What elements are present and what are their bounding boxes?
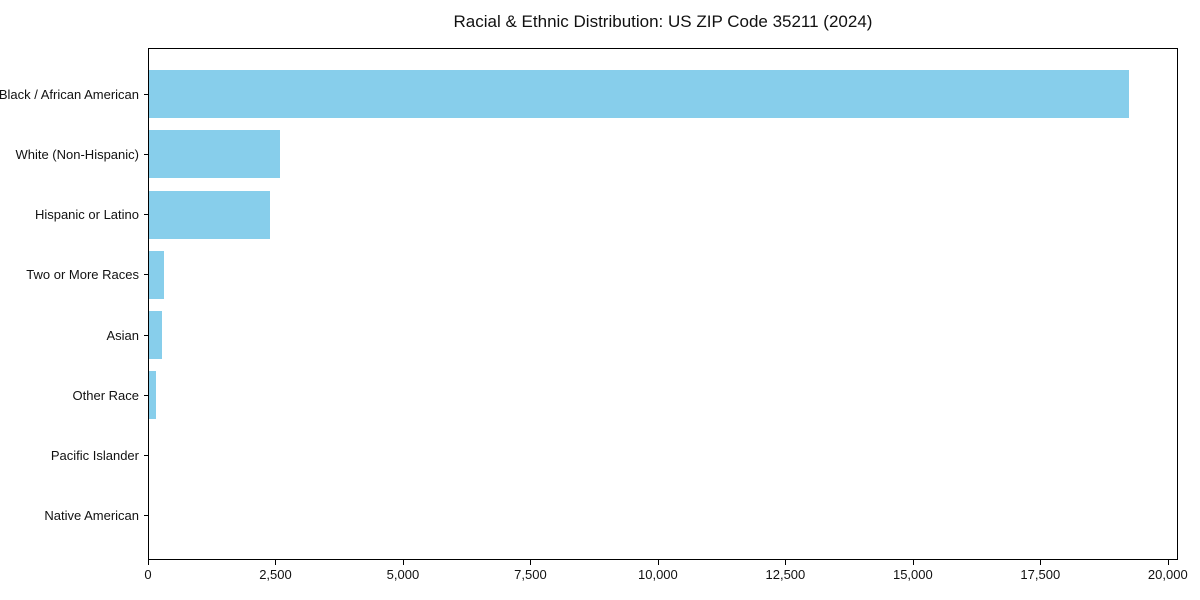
x-tick-mark: [657, 560, 659, 565]
x-tick-mark: [1167, 560, 1169, 565]
x-tick-mark: [912, 560, 914, 565]
x-tick-label: 0: [144, 567, 152, 582]
bar: [148, 250, 165, 299]
x-tick-mark: [785, 560, 787, 565]
y-tick-mark: [144, 515, 148, 517]
y-tick-mark: [144, 394, 148, 396]
bars-container: Black / African American White (Non-Hispa…: [0, 48, 1178, 560]
x-tick-label: 12,500: [765, 567, 806, 582]
bar: [148, 130, 281, 179]
category-label: Hispanic or Latino: [34, 207, 139, 223]
x-tick-label: 17,500: [1020, 567, 1061, 582]
y-tick-mark: [144, 334, 148, 336]
bar-row: Other Race: [0, 365, 1178, 425]
y-tick-mark: [144, 274, 148, 276]
bar: [148, 190, 271, 239]
category-label-cell: White (Non-Hispanic): [0, 147, 148, 162]
category-label-cell: Asian: [0, 328, 148, 343]
bar: [148, 371, 156, 420]
x-tick-label: 15,000: [892, 567, 933, 582]
y-tick-mark: [144, 93, 148, 95]
x-tick-mark: [148, 560, 149, 565]
bar: [148, 311, 163, 360]
category-label-cell: Black / African American: [0, 87, 148, 102]
category-label-cell: Two or More Races: [0, 267, 148, 282]
bar-cell: [148, 305, 1178, 365]
category-label: Asian: [106, 327, 139, 343]
x-tick-mark: [275, 560, 277, 565]
bar-cell: [148, 365, 1178, 425]
bar-row: Black / African American: [0, 64, 1178, 124]
category-label-cell: Pacific Islander: [0, 448, 148, 463]
bar-cell: [148, 426, 1178, 486]
category-label: Black / African American: [0, 86, 139, 102]
bar-cell: [148, 124, 1178, 184]
bar-cell: [148, 486, 1178, 546]
bar-cell: [148, 64, 1178, 124]
bar-row: Pacific Islander: [0, 426, 1178, 486]
bar-cell: [148, 185, 1178, 245]
x-tick-label: 2,500: [259, 567, 292, 582]
x-tick-mark: [530, 560, 532, 565]
x-tick-label: 7,500: [514, 567, 547, 582]
bar-row: Native American: [0, 486, 1178, 546]
y-tick-mark: [144, 455, 148, 457]
chart-title: Racial & Ethnic Distribution: US ZIP Cod…: [453, 12, 873, 31]
y-tick-mark: [144, 153, 148, 155]
x-tick-label: 10,000: [638, 567, 678, 582]
bar-row: White (Non-Hispanic): [0, 124, 1178, 184]
category-label: Pacific Islander: [50, 448, 139, 464]
category-label: White (Non-Hispanic): [15, 146, 139, 162]
bar: [148, 70, 1129, 119]
bar-row: Two or More Races: [0, 245, 1178, 305]
category-label-cell: Other Race: [0, 388, 148, 403]
y-tick-mark: [144, 214, 148, 216]
category-label-cell: Hispanic or Latino: [0, 207, 148, 222]
category-label: Other Race: [72, 387, 139, 403]
x-tick-label: 5,000: [386, 567, 420, 582]
x-axis: 0 2,500 5,000 7,500 10,000 12,500 15,000 17,500…: [0, 560, 1200, 600]
x-tick-label: 20,000: [1147, 567, 1188, 582]
bar-row: Hispanic or Latino: [0, 185, 1178, 245]
bar-row: Asian: [0, 305, 1178, 365]
bar-cell: [148, 245, 1178, 305]
category-label: Native American: [44, 508, 139, 524]
category-label-cell: Native American: [0, 508, 148, 523]
x-tick-mark: [1040, 560, 1042, 565]
x-tick-mark: [402, 560, 404, 565]
category-label: Two or More Races: [26, 267, 139, 283]
